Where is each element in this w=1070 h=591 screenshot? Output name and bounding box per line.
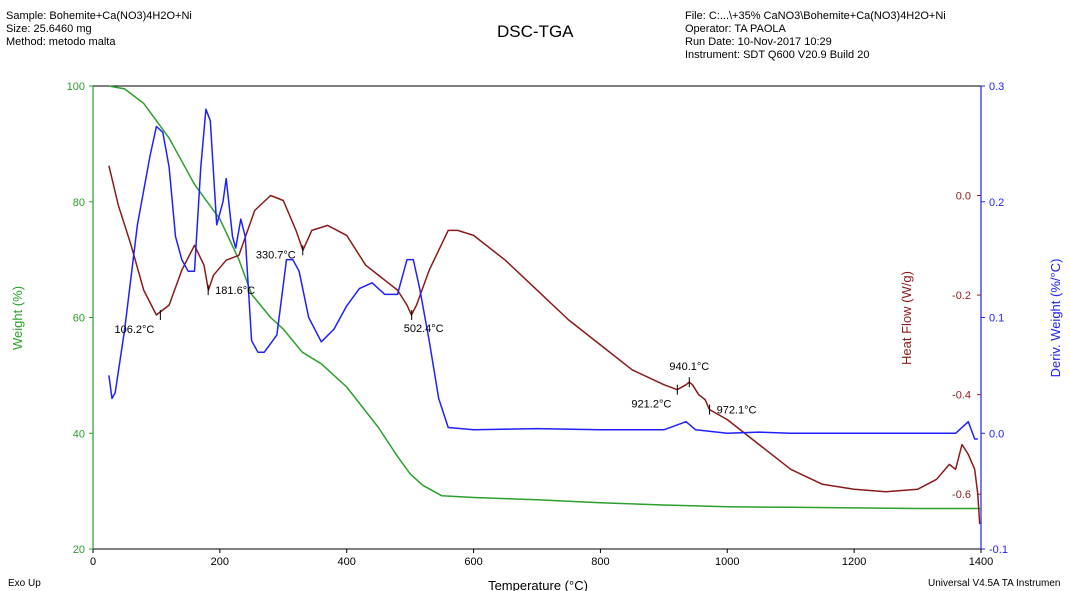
- weight-tick-label: 60: [73, 313, 85, 325]
- exo-up-label: Exo Up: [8, 578, 41, 589]
- deriv-tick-label: 0.3: [989, 81, 1004, 93]
- software-label: Universal V4.5A TA Instrumen: [928, 578, 1061, 589]
- annotation-label: 181.6°C: [215, 285, 255, 297]
- x-tick-label: 1200: [842, 556, 866, 568]
- file-label: File: C:...\+35% CaNO3\Bohemite+Ca(NO3)4…: [685, 10, 946, 22]
- x-tick-label: 400: [338, 556, 356, 568]
- weight-axis-label: Weight (%): [10, 286, 25, 350]
- weight-tick-label: 20: [73, 544, 85, 556]
- x-tick-label: 200: [211, 556, 229, 568]
- x-axis-label: Temperature (°C): [488, 578, 588, 591]
- heat-flow-series-line: [108, 165, 981, 525]
- heat-flow-tick-label: -0.2: [952, 290, 971, 302]
- x-tick-label: 0: [90, 556, 96, 568]
- x-tick-label: 1400: [969, 556, 993, 568]
- instrument-label: Instrument: SDT Q600 V20.9 Build 20: [685, 49, 870, 61]
- axis-ticks: 0 200 400 600 800 1000 1200 1400 20 40 60 80 100 0.0 -…: [67, 81, 1008, 568]
- deriv-tick-label: -0.1: [989, 544, 1008, 556]
- heat-flow-tick-label: 0.0: [956, 191, 971, 203]
- operator-label: Operator: TA PAOLA: [685, 23, 786, 35]
- weight-series-line: [108, 85, 981, 510]
- deriv-tick-label: 0.0: [989, 428, 1004, 440]
- x-tick-label: 800: [591, 556, 609, 568]
- annotation-label: 940.1°C: [669, 361, 709, 373]
- method-label: Method: metodo malta: [6, 36, 116, 48]
- heat-flow-tick-label: -0.4: [952, 390, 971, 402]
- heat-flow-axis-label: Heat Flow (W/g): [899, 271, 914, 365]
- heat-flow-tick-label: -0.6: [952, 489, 971, 501]
- header-right: File: C:...\+35% CaNO3\Bohemite+Ca(NO3)4…: [685, 10, 946, 62]
- weight-tick-label: 40: [73, 428, 85, 440]
- annotation-label: 330.7°C: [256, 249, 296, 261]
- x-tick-label: 600: [464, 556, 482, 568]
- annotations: 106.2°C 181.6°C 330.7°C 502.4°C 921.2°C 940.1…: [114, 245, 757, 417]
- deriv-tick-label: 0.1: [989, 313, 1004, 325]
- annotation-label: 972.1°C: [717, 405, 757, 417]
- header-left: Sample: Bohemite+Ca(NO3)4H2O+Ni Size: 25…: [6, 10, 192, 49]
- sample-label: Sample: Bohemite+Ca(NO3)4H2O+Ni: [6, 10, 192, 22]
- x-tick-label: 1000: [715, 556, 739, 568]
- weight-tick-label: 80: [73, 197, 85, 209]
- weight-tick-label: 100: [67, 81, 85, 93]
- series-lines: [108, 85, 981, 525]
- deriv-weight-axis-label: Deriv. Weight (%/°C): [1048, 259, 1063, 378]
- size-label: Size: 25.6460 mg: [6, 23, 92, 35]
- deriv-series-line: [108, 108, 978, 440]
- annotation-label: 921.2°C: [631, 399, 671, 411]
- plot-frame: [92, 85, 982, 550]
- deriv-tick-label: 0.2: [989, 197, 1004, 209]
- chart-title: DSC-TGA: [497, 22, 574, 41]
- annotation-label: 502.4°C: [404, 323, 444, 335]
- run-date-label: Run Date: 10-Nov-2017 10:29: [685, 36, 832, 48]
- annotation-label: 106.2°C: [114, 324, 154, 336]
